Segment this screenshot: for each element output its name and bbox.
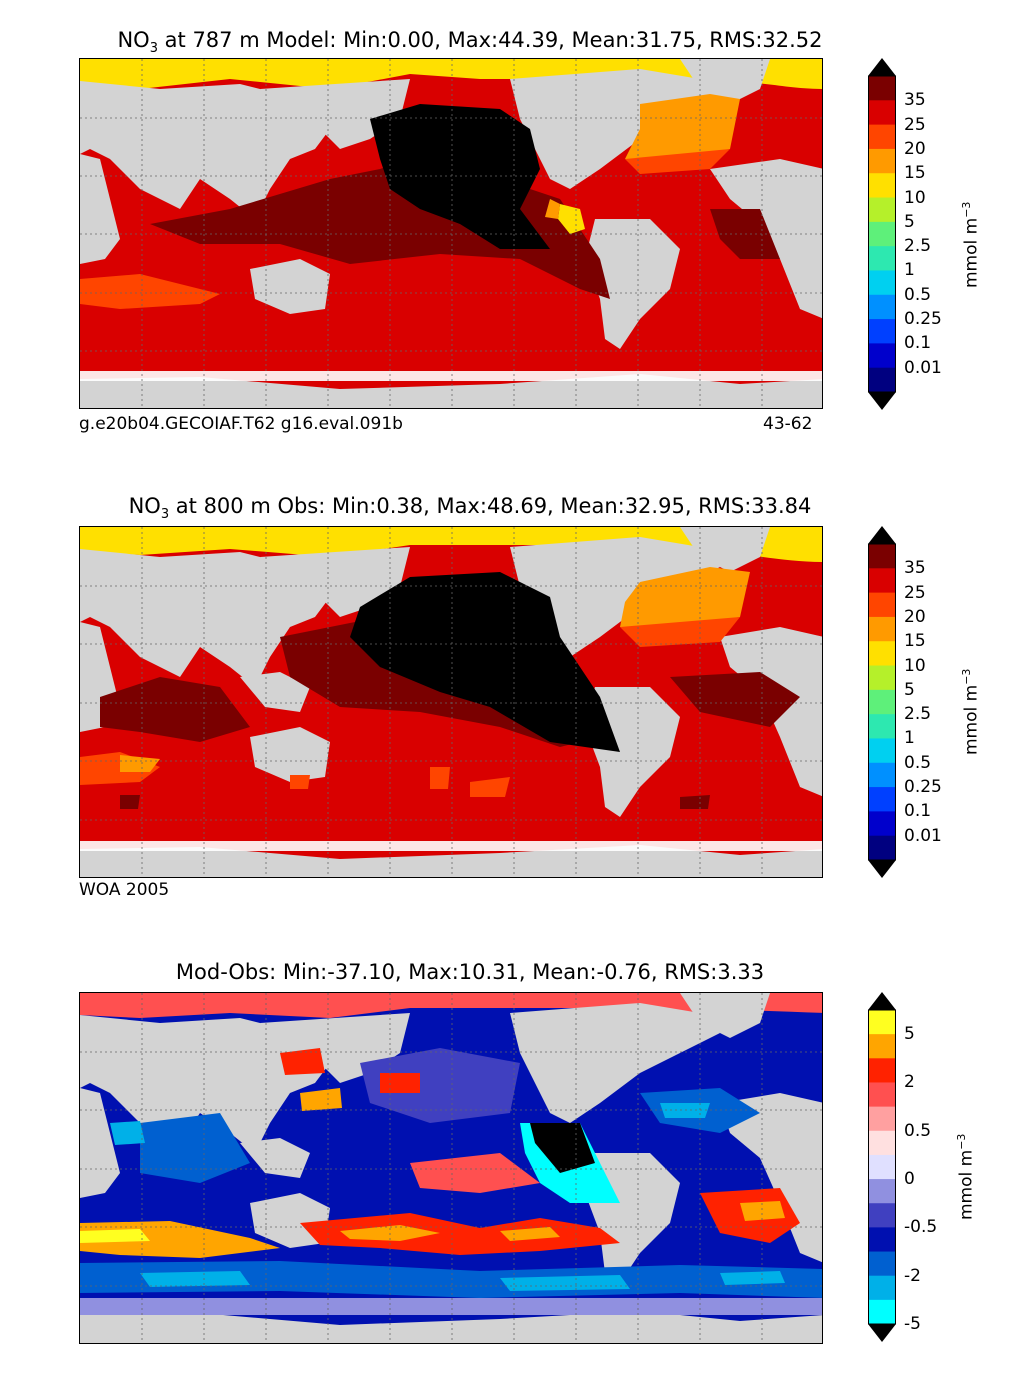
colorbar-segment (868, 738, 896, 764)
colorbar-segment (868, 1082, 896, 1108)
colorbar-segment (868, 665, 896, 691)
panel-title: Mod-Obs: Min:-37.10, Max:10.31, Mean:-0.… (175, 960, 765, 984)
colorbar-segment (868, 148, 896, 174)
colorbar-tick-label: -2 (904, 1265, 921, 1286)
colorbar-tick-label: 1 (904, 260, 915, 281)
colorbar-extend-min (868, 1324, 896, 1342)
colorbar-tick-label: 2.5 (904, 704, 932, 725)
panel-obs: NO3 at 800 m Obs: Min:0.38, Max:48.69, M… (79, 494, 982, 900)
colorbar-tick-label: 0.25 (904, 777, 942, 798)
colorbar-tick-label: 5 (904, 679, 915, 700)
footer-left: g.e20b04.GECOIAF.T62 g16.eval.091b (79, 414, 403, 434)
panel-title: NO3 at 800 m Obs: Min:0.38, Max:48.69, M… (128, 494, 812, 523)
colorbar-extend-max (868, 58, 896, 76)
colorbar (868, 992, 896, 1342)
colorbar-segment (868, 173, 896, 199)
diff-map (79, 992, 823, 1344)
colorbar-tick-label: 0.1 (904, 333, 932, 354)
colorbar-tick-label: 25 (904, 114, 926, 135)
units-label: mmol m−3 (955, 1133, 977, 1220)
colorbar-segment (868, 246, 896, 271)
colorbar-tick-label: 2 (904, 1072, 915, 1093)
colorbar-segment (868, 1203, 896, 1228)
colorbar-segment (868, 811, 896, 837)
colorbar-tick-label: 0.5 (904, 752, 932, 773)
colorbar-segment (868, 1130, 896, 1156)
colorbar-outline (868, 543, 896, 861)
colorbar-segment (868, 835, 896, 861)
colorbar-tick-label: 5 (904, 1024, 915, 1045)
colorbar-segment (868, 1227, 896, 1253)
colorbar-outline (868, 1009, 896, 1325)
colorbar-segment (868, 544, 896, 569)
colorbar-segment (868, 294, 896, 320)
colorbar-tick-label: 1 (904, 728, 915, 749)
footer-left: WOA 2005 (79, 880, 170, 900)
colorbar-tick-label: 5 (904, 211, 915, 232)
colorbar-segment (868, 1106, 896, 1132)
colorbar-tick-label: 15 (904, 163, 926, 184)
colorbar-segment (868, 197, 896, 223)
colorbar-segment (868, 1010, 896, 1035)
colorbar-tick-label: 10 (904, 187, 926, 208)
colorbar-tick-label: 0.5 (904, 1120, 932, 1141)
colorbar-outline (868, 75, 896, 393)
obs-map (79, 526, 823, 878)
colorbar-segment (868, 343, 896, 369)
colorbar-segment (868, 787, 896, 812)
colorbar-tick-label: 20 (904, 138, 926, 159)
colorbar-segment (868, 270, 896, 296)
colorbar-segment (868, 367, 896, 393)
colorbar (868, 526, 896, 878)
colorbar-tick-label: -5 (904, 1314, 921, 1334)
colorbar-tick-label: 2.5 (904, 236, 932, 257)
colorbar-tick-label: 15 (904, 631, 926, 652)
colorbar-extend-max (868, 992, 896, 1010)
colorbar-segment (868, 592, 896, 618)
colorbar-segment (868, 76, 896, 101)
colorbar-segment (868, 1275, 896, 1301)
colorbar-segment (868, 1299, 896, 1325)
colorbar (868, 58, 896, 410)
colorbar-segment (868, 689, 896, 715)
colorbar-segment (868, 714, 896, 739)
colorbar-extend-min (868, 860, 896, 878)
colorbar-segment (868, 319, 896, 344)
colorbar-tick-label: 0.01 (904, 357, 942, 378)
model-map (79, 58, 823, 409)
colorbar-tick-label: 0 (904, 1169, 915, 1190)
colorbar-extend-min (868, 392, 896, 410)
colorbar-segment (868, 616, 896, 642)
panel-model: NO3 at 787 m Model: Min:0.00, Max:44.39,… (0, 0, 1012, 450)
colorbar-segment (868, 1251, 896, 1277)
colorbar-tick-label: 35 (904, 90, 926, 111)
colorbar-segment (868, 1154, 896, 1180)
colorbar-segment (868, 568, 896, 594)
colorbar-tick-label: 10 (904, 655, 926, 676)
colorbar-segment (868, 124, 896, 150)
colorbar-segment (868, 1034, 896, 1059)
colorbar-tick-label: 0.5 (904, 284, 932, 305)
colorbar-segment (868, 641, 896, 667)
colorbar-segment (868, 1179, 896, 1204)
panel-title: NO3 at 787 m Model: Min:0.00, Max:44.39,… (117, 28, 823, 57)
colorbar-tick-label: 25 (904, 582, 926, 603)
footer-right: 43-62 (763, 414, 813, 434)
colorbar-tick-label: 20 (904, 606, 926, 627)
colorbar-tick-label: 0.1 (904, 801, 932, 822)
colorbar-tick-label: 0.01 (904, 825, 942, 846)
colorbar-tick-label: -0.5 (904, 1217, 938, 1238)
colorbar-segment (868, 221, 896, 247)
colorbar-tick-label: 0.25 (904, 309, 942, 330)
colorbar-segment (868, 762, 896, 788)
colorbar-segment (868, 100, 896, 126)
colorbar-tick-label: 35 (904, 558, 926, 579)
colorbar-segment (868, 1058, 896, 1083)
colorbar-extend-max (868, 526, 896, 544)
